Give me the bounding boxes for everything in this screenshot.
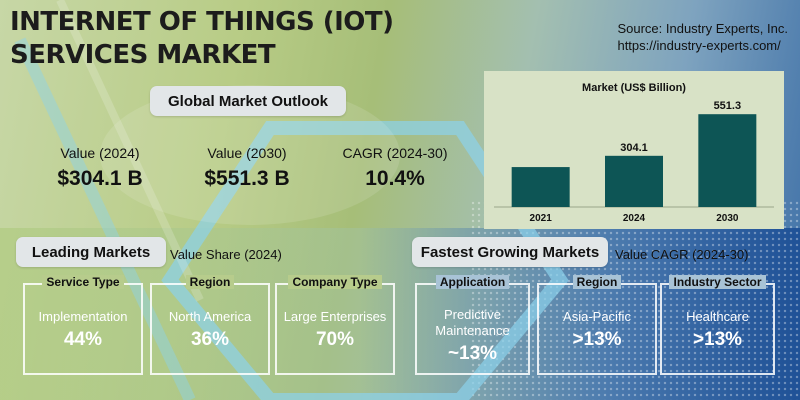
box-pct: 70%	[315, 329, 355, 350]
leading-heading: Leading Markets	[16, 237, 166, 267]
x-tick-label: 2024	[623, 213, 646, 224]
stat-value: 10.4%	[365, 167, 425, 190]
bar-2030	[698, 114, 757, 207]
bar-2021	[511, 167, 570, 207]
bar-value-label: 551.3	[714, 100, 742, 112]
box-name: Predictive Maintenance	[435, 307, 510, 338]
stat-label: CAGR (2024-30)	[342, 145, 448, 161]
outlook-heading: Global Market Outlook	[150, 86, 346, 116]
box-head: Service Type	[42, 275, 124, 289]
box-name: North America	[168, 309, 252, 324]
fastest-box-region: Region Asia-Pacific >13%	[537, 275, 657, 375]
box-head: Company Type	[288, 275, 382, 289]
leading-box-company-type: Company Type Large Enterprises 70%	[275, 275, 395, 375]
stat-value-2024: Value (2024) $304.1 B	[40, 145, 160, 191]
stat-label: Value (2024)	[60, 145, 140, 161]
box-head: Region	[185, 275, 235, 289]
leading-box-region: Region North America 36%	[150, 275, 270, 375]
bar-chart: Market (US$ Billion) 2021 2024 304.1 2030 55…	[494, 82, 774, 224]
box-name: Implementation	[38, 309, 128, 324]
box-head: Industry Sector	[669, 275, 766, 289]
bar-2024	[605, 155, 663, 207]
source-line-2: https://industry-experts.com/	[617, 38, 781, 53]
stat-value: $551.3 B	[204, 167, 290, 190]
fastest-box-application: Application Predictive Maintenance ~13%	[415, 275, 530, 375]
chart-panel: Market (US$ Billion) 2021 2024 304.1 2030 55…	[484, 71, 784, 229]
stat-label: Value (2030)	[207, 145, 287, 161]
stat-value-2030: Value (2030) $551.3 B	[187, 145, 307, 191]
box-pct: >13%	[572, 329, 622, 350]
box-head: Application	[435, 275, 510, 289]
page-title: INTERNET OF THINGS (IOT) SERVICES MARKET	[10, 6, 450, 72]
box-name: Healthcare	[686, 309, 749, 324]
bar-value-label: 304.1	[620, 142, 648, 154]
box-pct: ~13%	[447, 343, 498, 364]
leading-subheading: Value Share (2024)	[170, 247, 282, 262]
stat-value: $304.1 B	[57, 167, 143, 190]
source-note: Source: Industry Experts, Inc. https://i…	[617, 20, 788, 54]
box-name: Asia-Pacific	[563, 309, 631, 324]
fastest-box-industry-sector: Industry Sector Healthcare >13%	[660, 275, 775, 375]
x-tick-label: 2030	[716, 213, 739, 224]
chart-title: Market (US$ Billion)	[582, 82, 686, 94]
fastest-heading: Fastest Growing Markets	[412, 237, 608, 267]
stat-cagr: CAGR (2024-30) 10.4%	[325, 145, 465, 191]
source-line-1: Source: Industry Experts, Inc.	[617, 21, 788, 36]
box-head: Region	[572, 275, 622, 289]
fastest-subheading: Value CAGR (2024-30)	[615, 247, 749, 262]
title-line-1: INTERNET OF THINGS (IOT)	[10, 7, 394, 37]
leading-box-service-type: Service Type Implementation 44%	[23, 275, 143, 375]
title-line-2: SERVICES MARKET	[10, 40, 276, 70]
box-pct: 36%	[190, 329, 230, 350]
box-name: Large Enterprises	[283, 309, 387, 324]
box-pct: 44%	[63, 329, 103, 350]
box-pct: >13%	[692, 329, 743, 350]
x-tick-label: 2021	[530, 213, 553, 224]
